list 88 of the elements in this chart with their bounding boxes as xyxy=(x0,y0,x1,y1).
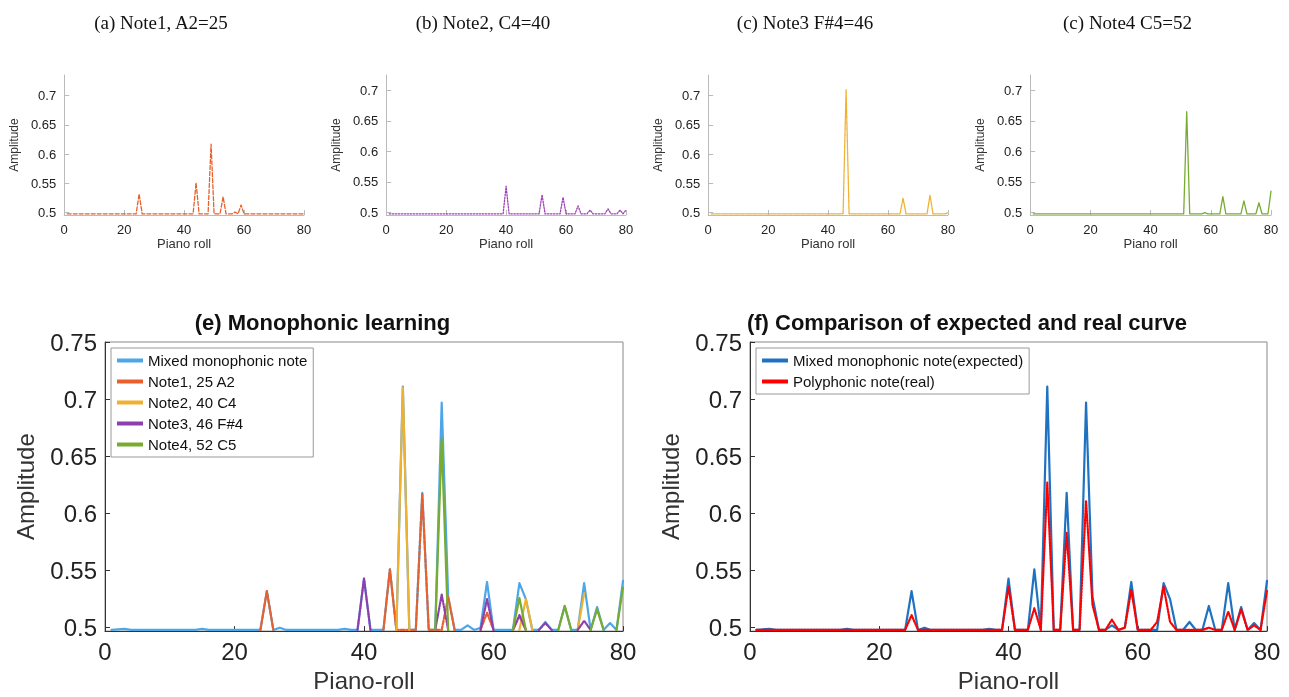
x-tick-label: 40 xyxy=(176,222,192,237)
y-tick-label: 0.65 xyxy=(30,117,57,133)
y-tick-label: 0.55 xyxy=(996,174,1023,190)
y-tick-label: 0.5 xyxy=(1004,205,1023,221)
x-axis-title: Piano roll xyxy=(1123,236,1178,251)
x-tick-label: 60 xyxy=(558,222,574,237)
x-tick-label: 20 xyxy=(1083,222,1098,237)
chart-title: (b) Note2, C4=40 xyxy=(415,12,551,34)
x-tick-label: 0 xyxy=(743,637,757,665)
chart-title: (f) Comparison of expected and real curve xyxy=(746,309,1188,335)
y-tick-label: 0.55 xyxy=(30,175,57,191)
x-tick-label: 0 xyxy=(1026,222,1034,237)
y-tick-label: 0.65 xyxy=(352,113,379,129)
legend-label: Mixed monophonic note xyxy=(148,352,308,369)
x-tick-label: 20 xyxy=(438,222,454,237)
x-tick-label: 0 xyxy=(60,222,68,237)
y-axis-title: Amplitude xyxy=(329,118,343,172)
legend-label: Polyphonic note(real) xyxy=(793,373,935,390)
x-tick-label: 0 xyxy=(98,637,112,665)
y-tick-label: 0.75 xyxy=(695,328,742,356)
y-tick-label: 0.6 xyxy=(1004,143,1023,159)
legend-label: Note4, 52 C5 xyxy=(148,436,237,453)
x-tick-label: 80 xyxy=(1263,222,1279,237)
x-axis-title: Piano-roll xyxy=(313,666,415,694)
x-axis-title: Piano roll xyxy=(157,236,212,251)
y-axis-title: Amplitude xyxy=(656,433,684,540)
y-tick-label: 0.7 xyxy=(38,88,57,103)
x-tick-label: 20 xyxy=(221,637,248,665)
y-tick-label: 0.5 xyxy=(682,205,701,221)
y-tick-label: 0.7 xyxy=(1004,82,1023,98)
y-axis-title: Amplitude xyxy=(7,118,21,172)
x-tick-label: 60 xyxy=(480,637,507,665)
chart-title: (c) Note3 F#4=46 xyxy=(736,12,874,34)
x-tick-label: 80 xyxy=(940,222,956,237)
y-tick-label: 0.5 xyxy=(38,205,57,221)
chart-title: (a) Note1, A2=25 xyxy=(94,12,228,34)
legend-label: Note3, 46 F#4 xyxy=(148,415,244,432)
x-tick-label: 60 xyxy=(1203,222,1219,237)
y-tick-label: 0.7 xyxy=(360,82,379,98)
y-tick-label: 0.55 xyxy=(50,557,97,585)
x-tick-label: 40 xyxy=(350,637,378,665)
x-tick-label: 40 xyxy=(820,222,836,237)
x-axis-title: Piano roll xyxy=(801,236,856,251)
x-axis-title: Piano-roll xyxy=(957,666,1060,694)
y-tick-label: 0.65 xyxy=(996,113,1023,129)
legend-label: Note1, 25 A2 xyxy=(148,373,235,390)
y-tick-label: 0.6 xyxy=(682,146,701,162)
y-tick-label: 0.6 xyxy=(63,499,97,527)
x-tick-label: 0 xyxy=(382,222,390,237)
y-axis-title: Amplitude xyxy=(973,118,987,172)
y-tick-label: 0.65 xyxy=(674,117,701,133)
y-tick-label: 0.55 xyxy=(352,174,379,190)
y-tick-label: 0.7 xyxy=(63,385,97,413)
x-axis-title: Piano roll xyxy=(479,236,534,251)
y-tick-label: 0.5 xyxy=(708,614,742,642)
y-tick-label: 0.55 xyxy=(695,557,742,585)
y-tick-label: 0.55 xyxy=(674,175,701,191)
legend-label: Mixed monophonic note(expected) xyxy=(793,352,1024,369)
y-tick-label: 0.7 xyxy=(708,385,742,413)
y-tick-label: 0.65 xyxy=(50,442,97,470)
y-axis-title: Amplitude xyxy=(651,118,665,172)
y-tick-label: 0.7 xyxy=(682,88,701,103)
x-tick-label: 40 xyxy=(498,222,514,237)
x-tick-label: 20 xyxy=(116,222,132,237)
y-tick-label: 0.5 xyxy=(63,614,97,642)
x-tick-label: 60 xyxy=(880,222,896,237)
x-tick-label: 60 xyxy=(1124,637,1152,665)
chart-title: (c) Note4 C5=52 xyxy=(1063,12,1192,34)
x-tick-label: 80 xyxy=(1253,637,1281,665)
x-tick-label: 80 xyxy=(296,222,312,237)
chart-title: (e) Monophonic learning xyxy=(194,309,451,335)
x-tick-label: 20 xyxy=(865,637,893,665)
legend-label: Note2, 40 C4 xyxy=(148,394,237,411)
y-axis-title: Amplitude xyxy=(11,433,39,540)
x-tick-label: 40 xyxy=(1143,222,1158,237)
x-tick-label: 40 xyxy=(995,637,1022,665)
x-tick-label: 60 xyxy=(236,222,252,237)
y-tick-label: 0.65 xyxy=(695,442,742,470)
y-tick-label: 0.6 xyxy=(708,499,742,527)
y-tick-label: 0.5 xyxy=(360,205,379,221)
y-tick-label: 0.6 xyxy=(38,146,57,162)
y-tick-label: 0.6 xyxy=(360,143,379,159)
x-tick-label: 20 xyxy=(760,222,776,237)
y-tick-label: 0.75 xyxy=(50,328,97,356)
x-tick-label: 0 xyxy=(704,222,712,237)
x-tick-label: 80 xyxy=(609,637,637,665)
x-tick-label: 80 xyxy=(618,222,634,237)
line-series xyxy=(755,481,1269,632)
